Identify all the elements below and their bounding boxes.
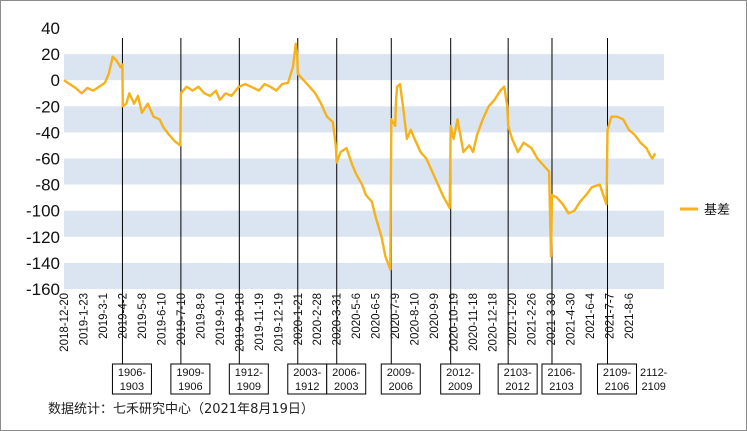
y-tick-label: 0 (51, 71, 60, 90)
x-tick-label: 2020-5-6 (351, 293, 363, 339)
x-tick-label: 2019-6-10 (156, 293, 168, 345)
x-tick-label: 2021-4-30 (565, 293, 577, 345)
y-tick-label: -80 (35, 176, 60, 195)
x-tick-label: 2020-11-18 (468, 293, 480, 351)
x-tick-label: 2020-3-31 (332, 293, 344, 345)
x-axis-ticks: 2018-12-20 2019-1-23 2019-3-1 2019-4-2 2019-… (59, 292, 636, 351)
contract-label-text: 1906- (118, 367, 146, 379)
contract-label-text: 1912 (295, 381, 319, 393)
y-tick-label: -60 (35, 150, 60, 169)
x-tick-label: 2020-7-9 (390, 293, 402, 339)
y-tick-label: 40 (41, 19, 60, 38)
x-tick-label: 2021-7-7 (604, 293, 616, 339)
x-tick-label: 2020-2-28 (312, 293, 324, 345)
contract-label-box (597, 363, 638, 395)
x-tick-label: 2019-9-10 (215, 293, 227, 345)
contract-label-box (497, 363, 538, 395)
x-tick-label: 2018-12-20 (59, 293, 71, 352)
x-tick-label: 2019-1-23 (78, 293, 90, 345)
x-tick-label: 2021-6-4 (585, 292, 597, 339)
contract-label-box (541, 363, 582, 395)
band-1 (64, 106, 664, 133)
contract-label-text: 2006- (332, 367, 360, 379)
y-tick-label: -100 (26, 202, 60, 221)
x-tick-label: 2021-2-26 (527, 293, 539, 345)
band-0 (64, 54, 664, 81)
contract-label-text: 2112- (640, 367, 668, 379)
contract-label: 2003- 1912 (287, 363, 328, 395)
contract-label-box (287, 363, 328, 395)
band-3 (64, 210, 664, 237)
contract-label: 1912- 1909 (228, 363, 269, 395)
contract-label-box (380, 363, 421, 395)
contract-label-text: 2106 (605, 381, 629, 393)
contract-label: 2006- 2003 (326, 363, 367, 395)
contract-label-text: 1909 (237, 381, 261, 393)
legend: 基差 (680, 203, 730, 218)
x-tick-label: 2020-6-5 (371, 293, 383, 339)
contract-label-text: 2106- (547, 367, 575, 379)
y-tick-label: -120 (26, 228, 60, 247)
x-tick-label: 2019-4-2 (117, 293, 129, 339)
contract-labels: 1906- 1903 1909- 1906 1912- 1909 2003- 1912 2006… (111, 363, 668, 395)
source-note: 数据统计：七禾研究中心（2021年8月19日） (48, 402, 314, 417)
x-tick-label: 2019-12-19 (273, 293, 285, 352)
y-tick-label: 20 (41, 45, 60, 64)
contract-label: 2109- 2106 (597, 363, 638, 395)
x-tick-label: 2021-1-20 (507, 293, 519, 345)
contract-label: 2012- 2009 (440, 363, 481, 395)
band-2 (64, 158, 664, 185)
series-layer (63, 42, 657, 271)
y-tick-label: -160 (26, 280, 60, 299)
contract-label-text: 2109 (641, 381, 665, 393)
contract-label-text: 1906 (178, 381, 202, 393)
x-tick-label: 2021-8-6 (624, 293, 636, 339)
x-tick-label: 2019-10-18 (234, 293, 246, 352)
x-tick-label: 2019-3-1 (98, 293, 110, 339)
contract-label-text: 2009- (387, 367, 415, 379)
y-tick-label: -140 (26, 254, 60, 273)
x-tick-label: 2019-11-19 (254, 293, 266, 351)
contract-label-text: 2012- (446, 367, 474, 379)
x-tick-label: 2019-7-10 (176, 293, 188, 345)
contract-label-text: 2009 (448, 381, 472, 393)
contract-label-text: 2103- (504, 367, 532, 379)
contract-label-box (440, 363, 481, 395)
contract-label-box (170, 363, 211, 395)
contract-label: 2103- 2012 (497, 363, 538, 395)
x-tick-label: 2020-9-9 (429, 293, 441, 339)
y-axis-ticks: 40 20 0 -20 -40 -60 -80 -100 -120 -140 -160 (26, 19, 60, 299)
y-tick-label: -40 (35, 123, 60, 142)
contract-label-text: 2003 (334, 381, 358, 393)
contract-label: 2106- 2103 (541, 363, 582, 395)
x-tick-label: 2019-8-9 (195, 293, 207, 339)
contract-label-text: 1912- (235, 367, 263, 379)
contract-label-box (228, 363, 269, 395)
band-4 (64, 262, 664, 289)
contract-label-text: 2103 (549, 381, 573, 393)
contract-label-box (326, 363, 367, 395)
x-tick-label: 2019-5-8 (137, 293, 149, 339)
contract-label-box (111, 363, 152, 395)
contract-label-text: 2006 (389, 381, 413, 393)
contract-label-text: 1903 (120, 381, 144, 393)
contract-label-text: 1909- (176, 367, 204, 379)
contract-label: 1906- 1903 (111, 363, 152, 395)
contract-label: 2009- 2006 (380, 363, 421, 395)
x-tick-label: 2020-12-18 (488, 293, 500, 352)
x-tick-label: 2020-10-19 (449, 293, 461, 352)
x-tick-label: 2021-3-30 (546, 293, 558, 345)
y-tick-label: -20 (35, 97, 60, 116)
contract-label-text: 2012 (505, 381, 529, 393)
contract-label: 2112- 2109 (640, 367, 668, 393)
background-bands (64, 54, 664, 289)
legend-label: 基差 (704, 203, 730, 218)
series-line (63, 42, 657, 271)
contract-label: 1909- 1906 (170, 363, 211, 395)
contract-label-text: 2003- (293, 367, 321, 379)
contract-label-text: 2109- (603, 367, 631, 379)
x-tick-label: 2020-8-10 (410, 293, 422, 345)
x-tick-label: 2020-1-21 (293, 293, 305, 345)
